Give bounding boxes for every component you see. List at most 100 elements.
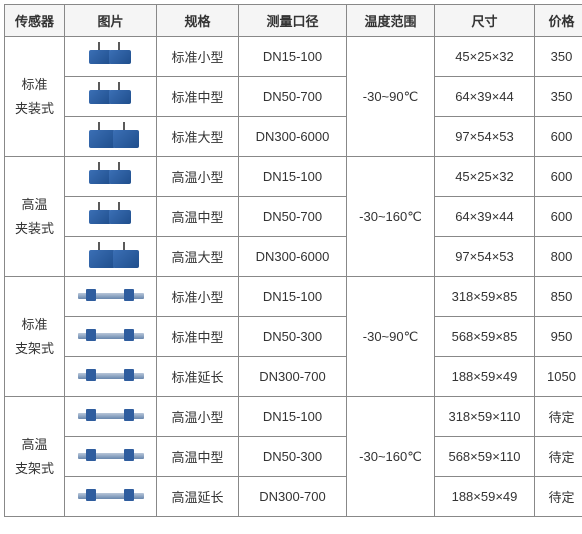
size-cell: 45×25×32 bbox=[435, 157, 535, 197]
table-row: 高温夹装式高温小型DN15-100-30~160℃45×25×32600 bbox=[5, 157, 582, 197]
bracket-sensor-icon bbox=[76, 447, 146, 463]
sensor-name-line: 支架式 bbox=[15, 341, 54, 356]
temp-range-cell: -30~90℃ bbox=[347, 37, 435, 157]
diameter-cell: DN300-6000 bbox=[239, 237, 347, 277]
sensor-name-cell: 高温支架式 bbox=[5, 397, 65, 517]
spec-cell: 标准中型 bbox=[157, 77, 239, 117]
price-cell: 850 bbox=[535, 277, 582, 317]
diameter-cell: DN15-100 bbox=[239, 397, 347, 437]
price-cell: 350 bbox=[535, 37, 582, 77]
table-row: 高温中型DN50-300 568×59×110待定 bbox=[5, 437, 582, 477]
price-cell: 待定 bbox=[535, 397, 582, 437]
spec-cell: 标准大型 bbox=[157, 117, 239, 157]
table-row: 标准中型DN50-300 568×59×85950 bbox=[5, 317, 582, 357]
price-cell: 600 bbox=[535, 157, 582, 197]
sensor-image-cell bbox=[65, 197, 157, 237]
clamp-sensor-icon bbox=[83, 124, 139, 146]
size-cell: 568×59×110 bbox=[435, 437, 535, 477]
spec-cell: 高温大型 bbox=[157, 237, 239, 277]
sensor-name-line: 高温 bbox=[21, 437, 47, 452]
sensor-name-line: 高温 bbox=[21, 197, 47, 212]
sensor-name-cell: 高温夹装式 bbox=[5, 157, 65, 277]
diameter-cell: DN300-700 bbox=[239, 357, 347, 397]
spec-cell: 高温中型 bbox=[157, 437, 239, 477]
diameter-cell: DN50-300 bbox=[239, 437, 347, 477]
bracket-sensor-icon bbox=[76, 487, 146, 503]
sensor-name-line: 支架式 bbox=[15, 461, 54, 476]
sensor-image-cell bbox=[65, 157, 157, 197]
bracket-sensor-icon bbox=[76, 407, 146, 423]
spec-cell: 标准中型 bbox=[157, 317, 239, 357]
size-cell: 188×59×49 bbox=[435, 477, 535, 517]
table-row: 标准大型DN300-6000 97×54×53600 bbox=[5, 117, 582, 157]
size-cell: 318×59×85 bbox=[435, 277, 535, 317]
table-row: 高温支架式高温小型DN15-100-30~160℃318×59×110待定 bbox=[5, 397, 582, 437]
table-row: 标准支架式标准小型DN15-100-30~90℃318×59×85850 bbox=[5, 277, 582, 317]
diameter-cell: DN300-700 bbox=[239, 477, 347, 517]
sensor-image-cell bbox=[65, 77, 157, 117]
sensor-name-cell: 标准夹装式 bbox=[5, 37, 65, 157]
sensor-image-cell bbox=[65, 317, 157, 357]
header-temp: 温度范围 bbox=[347, 5, 435, 37]
spec-cell: 高温延长 bbox=[157, 477, 239, 517]
diameter-cell: DN15-100 bbox=[239, 157, 347, 197]
diameter-cell: DN50-300 bbox=[239, 317, 347, 357]
sensor-image-cell bbox=[65, 437, 157, 477]
sensor-image-cell bbox=[65, 117, 157, 157]
size-cell: 97×54×53 bbox=[435, 117, 535, 157]
sensor-name-line: 标准 bbox=[21, 77, 47, 92]
spec-cell: 标准小型 bbox=[157, 37, 239, 77]
sensor-name-cell: 标准支架式 bbox=[5, 277, 65, 397]
diameter-cell: DN15-100 bbox=[239, 277, 347, 317]
header-spec: 规格 bbox=[157, 5, 239, 37]
size-cell: 318×59×110 bbox=[435, 397, 535, 437]
clamp-sensor-icon bbox=[83, 164, 139, 186]
spec-cell: 标准延长 bbox=[157, 357, 239, 397]
header-price: 价格 bbox=[535, 5, 582, 37]
price-cell: 600 bbox=[535, 117, 582, 157]
bracket-sensor-icon bbox=[76, 367, 146, 383]
temp-range-cell: -30~90℃ bbox=[347, 277, 435, 397]
sensor-image-cell bbox=[65, 277, 157, 317]
temp-range-cell: -30~160℃ bbox=[347, 157, 435, 277]
size-cell: 45×25×32 bbox=[435, 37, 535, 77]
price-cell: 待定 bbox=[535, 437, 582, 477]
table-header-row: 传感器 图片 规格 测量口径 温度范围 尺寸 价格 bbox=[5, 5, 582, 37]
spec-cell: 高温小型 bbox=[157, 157, 239, 197]
header-sensor: 传感器 bbox=[5, 5, 65, 37]
price-cell: 350 bbox=[535, 77, 582, 117]
price-cell: 800 bbox=[535, 237, 582, 277]
table-row: 高温延长DN300-700 188×59×49待定 bbox=[5, 477, 582, 517]
diameter-cell: DN300-6000 bbox=[239, 117, 347, 157]
spec-cell: 高温小型 bbox=[157, 397, 239, 437]
sensor-spec-table: 传感器 图片 规格 测量口径 温度范围 尺寸 价格 标准夹装式标准小型DN15-… bbox=[4, 4, 582, 517]
temp-range-cell: -30~160℃ bbox=[347, 397, 435, 517]
header-image: 图片 bbox=[65, 5, 157, 37]
spec-cell: 标准小型 bbox=[157, 277, 239, 317]
price-cell: 950 bbox=[535, 317, 582, 357]
diameter-cell: DN50-700 bbox=[239, 197, 347, 237]
sensor-image-cell bbox=[65, 37, 157, 77]
bracket-sensor-icon bbox=[76, 287, 146, 303]
clamp-sensor-icon bbox=[83, 204, 139, 226]
bracket-sensor-icon bbox=[76, 327, 146, 343]
clamp-sensor-icon bbox=[83, 84, 139, 106]
table-row: 标准中型DN50-70064×39×44350 bbox=[5, 77, 582, 117]
price-cell: 1050 bbox=[535, 357, 582, 397]
sensor-image-cell bbox=[65, 477, 157, 517]
sensor-name-line: 标准 bbox=[21, 317, 47, 332]
size-cell: 64×39×44 bbox=[435, 197, 535, 237]
diameter-cell: DN15-100 bbox=[239, 37, 347, 77]
sensor-image-cell bbox=[65, 357, 157, 397]
size-cell: 568×59×85 bbox=[435, 317, 535, 357]
sensor-name-line: 夹装式 bbox=[15, 101, 54, 116]
table-row: 高温大型DN300-600097×54×53800 bbox=[5, 237, 582, 277]
sensor-image-cell bbox=[65, 397, 157, 437]
table-body: 标准夹装式标准小型DN15-100-30~90℃45×25×32350标准中型D… bbox=[5, 37, 582, 517]
header-diameter: 测量口径 bbox=[239, 5, 347, 37]
table-row: 标准夹装式标准小型DN15-100-30~90℃45×25×32350 bbox=[5, 37, 582, 77]
table-row: 高温中型DN50-70064×39×44600 bbox=[5, 197, 582, 237]
price-cell: 待定 bbox=[535, 477, 582, 517]
price-cell: 600 bbox=[535, 197, 582, 237]
sensor-name-line: 夹装式 bbox=[15, 221, 54, 236]
